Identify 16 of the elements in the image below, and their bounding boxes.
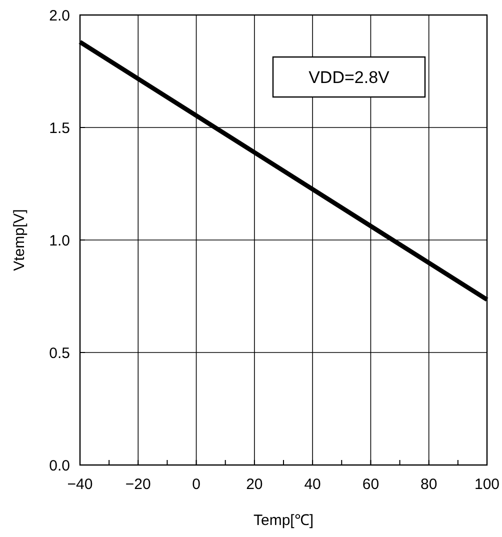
x-tick-label: 60 xyxy=(362,476,380,493)
y-axis-title: Vtemp[V] xyxy=(11,209,28,271)
x-tick-label: 20 xyxy=(246,476,263,493)
x-tick-label: 100 xyxy=(474,476,500,493)
annotation: VDD=2.8V xyxy=(308,68,390,87)
x-tick-label: 0 xyxy=(192,476,200,493)
x-tick-label: 80 xyxy=(420,476,438,493)
y-tick-label: 1.5 xyxy=(49,120,70,137)
x-tick-label: −40 xyxy=(67,476,93,493)
y-tick-label: 0.0 xyxy=(49,457,70,474)
y-tick-label: 1.0 xyxy=(49,232,70,250)
x-tick-label: −20 xyxy=(125,476,151,493)
x-tick-label: 40 xyxy=(304,476,321,493)
x-axis-title: Temp[℃] xyxy=(253,512,314,529)
y-tick-label: 0.5 xyxy=(49,344,70,362)
y-tick-label: 2.0 xyxy=(49,7,70,24)
